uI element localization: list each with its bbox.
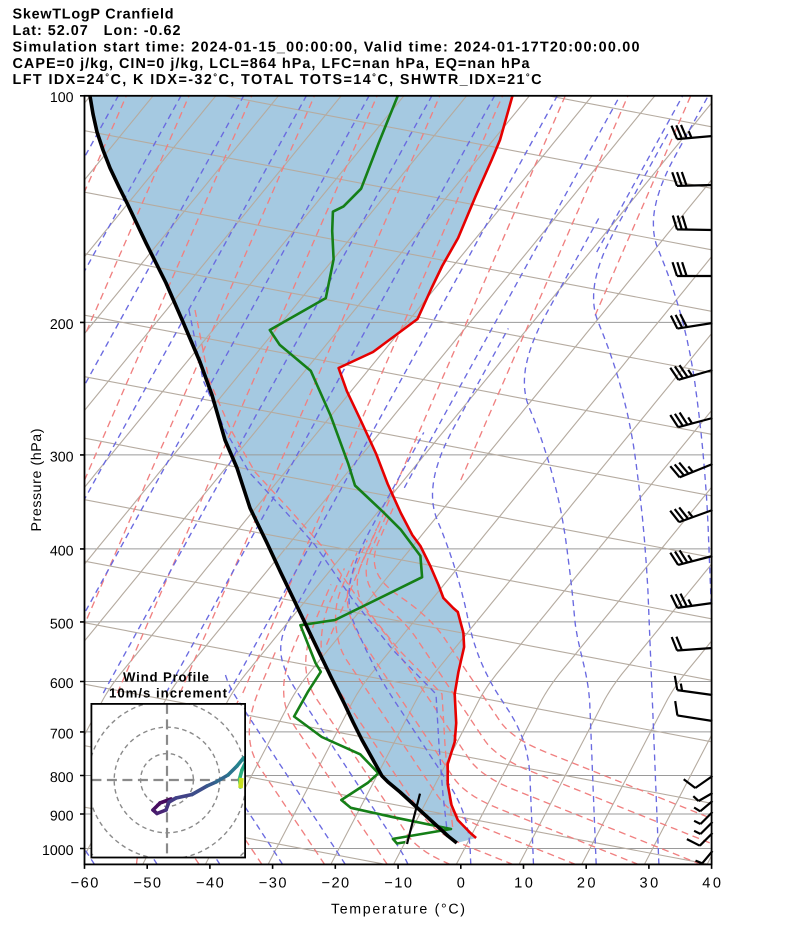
svg-text:100: 100	[50, 90, 74, 106]
svg-text:−10: −10	[384, 875, 412, 891]
svg-text:Wind Profile: Wind Profile	[123, 670, 209, 685]
svg-text:200: 200	[50, 317, 74, 333]
svg-text:Temperature (°C): Temperature (°C)	[331, 902, 465, 918]
svg-text:500: 500	[50, 616, 74, 632]
svg-text:300: 300	[50, 449, 74, 465]
svg-text:−40: −40	[196, 875, 224, 891]
svg-text:0: 0	[457, 875, 465, 891]
svg-text:Lat: 52.07 Lon: -0.62: Lat: 52.07 Lon: -0.62	[13, 23, 181, 39]
svg-text:600: 600	[50, 676, 74, 692]
svg-text:−30: −30	[259, 875, 287, 891]
svg-text:1000: 1000	[42, 843, 74, 859]
svg-text:10m/s increment: 10m/s increment	[109, 686, 228, 701]
svg-text:LFT IDX=24°C, K IDX=-32°C, TOT: LFT IDX=24°C, K IDX=-32°C, TOTAL TOTS=14…	[13, 72, 542, 88]
svg-text:700: 700	[50, 726, 74, 742]
svg-text:900: 900	[50, 808, 74, 824]
svg-text:400: 400	[50, 543, 74, 559]
svg-text:−20: −20	[321, 875, 349, 891]
svg-text:CAPE=0 j/kg, CIN=0 j/kg, LCL=8: CAPE=0 j/kg, CIN=0 j/kg, LCL=864 hPa, LF…	[13, 56, 531, 72]
svg-text:800: 800	[50, 770, 74, 786]
svg-text:−60: −60	[71, 875, 99, 891]
svg-text:Pressure (hPa): Pressure (hPa)	[29, 429, 45, 532]
svg-text:SkewTLogP Cranfield: SkewTLogP Cranfield	[13, 6, 174, 22]
svg-text:Simulation start time: 2024-01: Simulation start time: 2024-01-15_00:00:…	[13, 40, 640, 56]
svg-text:−50: −50	[133, 875, 161, 891]
